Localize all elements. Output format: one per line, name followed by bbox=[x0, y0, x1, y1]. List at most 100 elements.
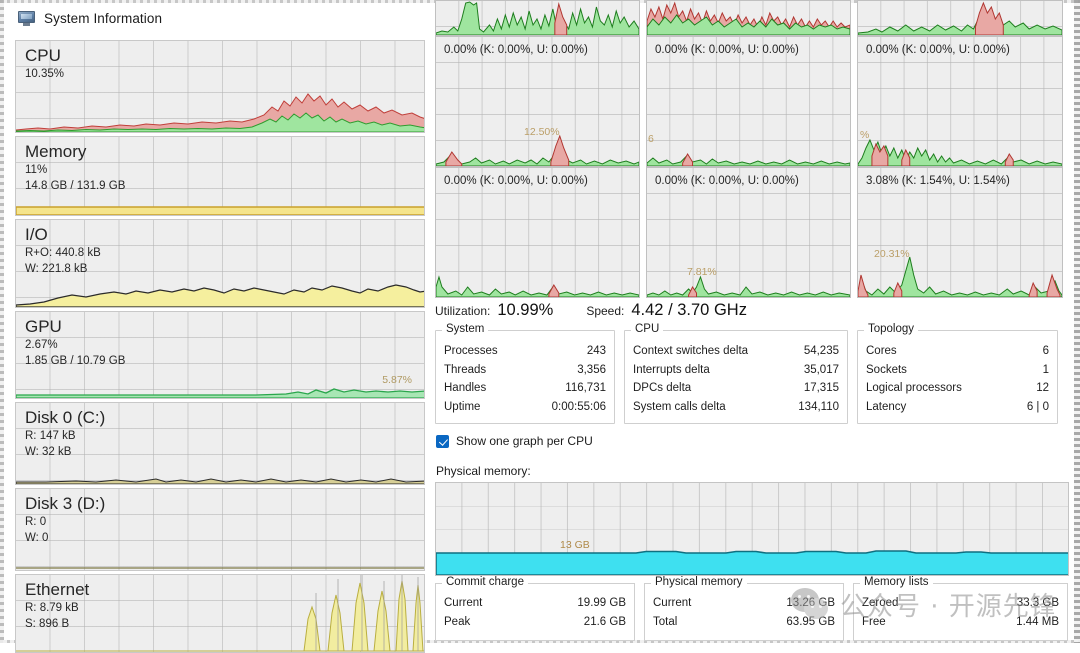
cpu-detail-column: 0.00% (K: 0.00%, U: 0.00%) 12.50% 0.00% … bbox=[430, 0, 1074, 643]
gpu-peak-label: 5.87% bbox=[382, 374, 412, 386]
panel-line2: S: 896 B bbox=[25, 617, 70, 630]
show-one-graph-per-cpu-checkbox[interactable]: Show one graph per CPU bbox=[436, 434, 593, 448]
summary-panel-io[interactable]: I/O R+O: 440.8 kB W: 221.8 kB bbox=[15, 219, 425, 308]
cpu-cell-8[interactable]: 3.08% (K: 1.54%, U: 1.54%) 20.31% bbox=[857, 167, 1069, 298]
cpu-cell-0[interactable] bbox=[435, 0, 646, 36]
row-key: DPCs delta bbox=[633, 382, 692, 395]
cpu-cell-6[interactable]: 0.00% (K: 0.00%, U: 0.00%) bbox=[435, 167, 646, 298]
cpu-peak-label: 7.81% bbox=[687, 266, 717, 278]
graph-grid bbox=[16, 137, 424, 215]
panel-line1: 2.67% bbox=[25, 338, 58, 351]
row-value: 54,235 bbox=[803, 345, 839, 357]
graph-grid bbox=[16, 489, 424, 570]
panel-line1: R: 8.79 kB bbox=[25, 601, 79, 614]
table-row: Total 63.95 GB bbox=[653, 613, 835, 632]
row-value: 17,315 bbox=[803, 382, 839, 395]
summary-panel-memory[interactable]: Memory 11% 14.8 GB / 131.9 GB bbox=[15, 136, 425, 216]
summary-panel-disk0-labels: Disk 0 (C:) R: 147 kB W: 32 kB bbox=[16, 403, 424, 460]
row-value: 134,110 bbox=[798, 400, 839, 413]
cpu-util-label: 0.00% (K: 0.00%, U: 0.00%) bbox=[866, 44, 1010, 56]
table-row: Current 13.26 GB bbox=[653, 594, 835, 613]
cpu-cell-4[interactable]: 0.00% (K: 0.00%, U: 0.00%) 6 bbox=[646, 36, 857, 167]
utilization-value: 10.99% bbox=[497, 301, 554, 319]
cpu-cell-3[interactable]: 0.00% (K: 0.00%, U: 0.00%) 12.50% bbox=[435, 36, 646, 167]
row-value: 21.6 GB bbox=[583, 615, 626, 628]
panel-line2: 1.85 GB / 10.79 GB bbox=[25, 354, 126, 367]
group-physical-memory-title: Physical memory bbox=[651, 576, 747, 588]
row-key: Sockets bbox=[866, 363, 907, 376]
row-key: Latency bbox=[866, 400, 907, 413]
table-row: Current 19.99 GB bbox=[444, 594, 626, 613]
group-topology-title: Topology bbox=[864, 323, 919, 335]
disk3-summary-plot bbox=[16, 567, 424, 569]
summary-graph-column: CPU 10.35% Memory 11% 14.8 GB / 131.9 GB bbox=[15, 40, 425, 653]
panel-line2: 14.8 GB / 131.9 GB bbox=[25, 179, 126, 192]
window-border-right bbox=[1074, 0, 1080, 643]
titlebar: System Information bbox=[5, 4, 425, 32]
panel-line1: 10.35% bbox=[25, 67, 65, 80]
cpu-peak-label: 20.31% bbox=[874, 248, 910, 260]
io-summary-plot bbox=[16, 284, 424, 307]
cpu-cell-1[interactable] bbox=[646, 0, 857, 36]
row-key: Context switches delta bbox=[633, 345, 749, 357]
window-border-left bbox=[0, 0, 4, 643]
panel-line1: R+O: 440.8 kB bbox=[25, 246, 101, 259]
row-key: Current bbox=[653, 597, 692, 609]
row-value: 13.26 GB bbox=[786, 597, 835, 609]
row-value: 63.95 GB bbox=[786, 615, 835, 628]
panel-title: Ethernet bbox=[25, 580, 90, 599]
graph-grid bbox=[858, 168, 1062, 297]
row-value: 116,731 bbox=[565, 382, 606, 395]
physical-memory-graph[interactable]: 13 GB bbox=[435, 482, 1069, 576]
cpu5-plot bbox=[858, 138, 1062, 166]
memory-summary-plot bbox=[16, 206, 424, 215]
memory-stats-group-boxes: Commit charge Current 19.99 GB Peak 21.6… bbox=[435, 576, 1069, 641]
row-key: Zeroed bbox=[862, 597, 899, 609]
panel-title: Memory bbox=[25, 142, 87, 161]
table-row: Interrupts delta 35,017 bbox=[633, 361, 839, 380]
cpu-cell-5[interactable]: 0.00% (K: 0.00%, U: 0.00%) % bbox=[857, 36, 1069, 167]
cpu-peak-label: % bbox=[860, 129, 870, 141]
table-row: Context switches delta 54,235 bbox=[633, 342, 839, 361]
cpu-cell-7[interactable]: 0.00% (K: 0.00%, U: 0.00%) 7.81% bbox=[646, 167, 857, 298]
table-row: Logical processors 12 bbox=[866, 379, 1049, 398]
row-value: 1 bbox=[1042, 363, 1049, 376]
panel-title: GPU bbox=[25, 317, 62, 336]
row-key: Current bbox=[444, 597, 483, 609]
per-cpu-graph-grid: 0.00% (K: 0.00%, U: 0.00%) 12.50% 0.00% … bbox=[435, 0, 1069, 298]
table-row: DPCs delta 17,315 bbox=[633, 379, 839, 398]
table-row: Free 1.44 MB bbox=[862, 613, 1059, 632]
row-key: Handles bbox=[444, 382, 487, 395]
utilization-label: Utilization: bbox=[435, 304, 491, 318]
group-physical-memory: Physical memory Current 13.26 GB Total 6… bbox=[644, 576, 844, 641]
row-value: 6 | 0 bbox=[1026, 400, 1049, 413]
summary-panel-ethernet-labels: Ethernet R: 8.79 kB S: 896 B bbox=[16, 575, 424, 632]
summary-panel-cpu[interactable]: CPU 10.35% bbox=[15, 40, 425, 133]
row-value: 3,356 bbox=[577, 363, 606, 376]
panel-line2: W: 0 bbox=[25, 531, 49, 544]
group-system-title: System bbox=[442, 323, 489, 335]
table-row: Peak 21.6 GB bbox=[444, 613, 626, 632]
cpu-util-label: 3.08% (K: 1.54%, U: 1.54%) bbox=[866, 175, 1010, 187]
panel-title: Disk 3 (D:) bbox=[25, 494, 106, 513]
cpu-util-label: 0.00% (K: 0.00%, U: 0.00%) bbox=[444, 44, 588, 56]
row-value: 0:00:55:06 bbox=[551, 400, 606, 413]
summary-panel-disk3[interactable]: Disk 3 (D:) R: 0 W: 0 bbox=[15, 488, 425, 571]
checkbox-check-icon[interactable] bbox=[436, 434, 449, 448]
summary-panel-ethernet[interactable]: Ethernet R: 8.79 kB S: 896 B bbox=[15, 574, 425, 653]
summary-panel-disk0[interactable]: Disk 0 (C:) R: 147 kB W: 32 kB bbox=[15, 402, 425, 485]
group-commit-charge: Commit charge Current 19.99 GB Peak 21.6… bbox=[435, 576, 635, 641]
group-memory-lists: Memory lists Zeroed 33.3 GB Free 1.44 MB bbox=[853, 576, 1068, 641]
summary-panel-disk3-labels: Disk 3 (D:) R: 0 W: 0 bbox=[16, 489, 424, 546]
cpu-cell-2[interactable] bbox=[857, 0, 1069, 36]
physical-memory-peak-label: 13 GB bbox=[560, 539, 590, 551]
graph-grid bbox=[858, 37, 1062, 166]
row-value: 19.99 GB bbox=[577, 597, 626, 609]
panel-line1: R: 147 kB bbox=[25, 429, 76, 442]
graph-grid bbox=[647, 168, 850, 297]
summary-panel-gpu[interactable]: GPU 2.67% 1.85 GB / 10.79 GB 5.87% bbox=[15, 311, 425, 399]
utilization-row: Utilization: 10.99% Speed: 4.42 / 3.70 G… bbox=[435, 301, 1069, 327]
graph-grid bbox=[647, 37, 850, 166]
row-key: Threads bbox=[444, 363, 487, 376]
